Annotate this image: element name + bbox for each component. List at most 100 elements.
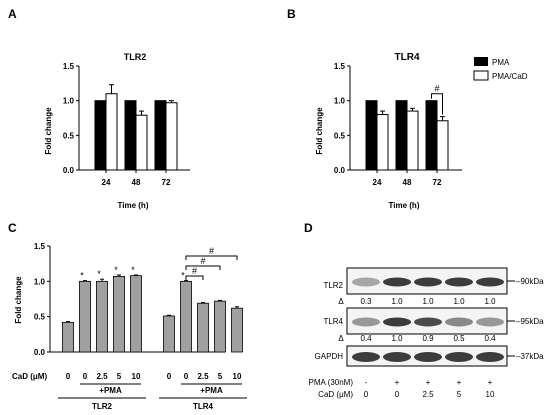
chart-c-pma-label: +PMA (200, 386, 223, 395)
chart-c-x-tick-label: 5 (117, 372, 122, 381)
panel-label-b: B (287, 7, 296, 21)
blot-treatment-value: 5 (457, 390, 462, 399)
blot-treatment-value: 0 (364, 390, 369, 399)
blot-treatment-label: CaD (μM) (318, 390, 353, 399)
chart-c-significance-star: * (80, 271, 84, 281)
chart-b-y-tick-label: 0.0 (334, 166, 346, 175)
blot-treatment-value: 2.5 (422, 390, 434, 399)
chart-b-ylabel: Fold change (315, 107, 324, 155)
blot-treatment-value: + (426, 378, 431, 387)
legend-label-pma-cad: PMA/CaD (492, 72, 528, 81)
blot-band (445, 317, 473, 327)
chart-b-bar-pma-cad (436, 120, 449, 171)
chart-a-y-tick-label: 0.0 (63, 166, 75, 175)
chart-c-significance-star: * (114, 265, 118, 275)
blot-quant-value: 0.5 (453, 334, 465, 343)
chart-a-ylabel: Fold change (44, 107, 53, 155)
blot-band (352, 277, 380, 287)
chart-c-x-tick-label: 0 (83, 372, 88, 381)
chart-c-significance-star: * (181, 271, 185, 281)
chart-a-x-tick-label: 24 (102, 178, 111, 187)
chart-b-x-tick-label: 72 (433, 178, 442, 187)
chart-b-bar-pma (395, 100, 408, 171)
blot-treatment-value: + (488, 378, 493, 387)
chart-c-y-tick-label: 0.5 (34, 313, 46, 322)
chart-b-bar-pma-cad (376, 114, 389, 171)
blot-band (383, 317, 411, 327)
chart-b-bar-pma (365, 100, 378, 171)
chart-b-title: TLR4 (395, 52, 420, 63)
chart-c-significance-mark: # (209, 246, 214, 256)
blot-quant-value: 1.0 (453, 297, 465, 306)
chart-c-significance-mark: # (192, 266, 197, 276)
blot-band (352, 317, 380, 327)
chart-c-y-tick-label: 1.5 (34, 242, 46, 251)
blot-delta-symbol: Δ (338, 297, 344, 306)
blot-band (414, 317, 442, 327)
legend-swatch-pma-cad (473, 70, 489, 81)
blot-band (414, 352, 442, 362)
chart-a-bar-pma-cad (165, 102, 178, 171)
blot-treatment-value: - (365, 378, 368, 387)
chart-c-significance-bracket (185, 275, 204, 280)
chart-c-x-tick-label: 2.5 (96, 372, 108, 381)
chart-c-significance-star: * (131, 265, 135, 275)
blot-treatment-value: 0 (395, 390, 400, 399)
chart-b-y-tick-label: 1.5 (334, 62, 346, 71)
chart-a-xlabel: Time (h) (118, 201, 149, 210)
blot-quant-value: 1.0 (391, 297, 403, 306)
chart-c-x-tick-label: 5 (218, 372, 223, 381)
chart-b-y-tick-label: 1.0 (334, 97, 346, 106)
chart-c-significance-mark: # (200, 256, 205, 266)
blot-label: TLR2 (323, 281, 343, 290)
chart-c-x-tick-label: 0 (66, 372, 71, 381)
chart-c-group-label: TLR4 (193, 402, 214, 411)
blot-band (414, 277, 442, 287)
blot-quant-value: 1.0 (422, 297, 434, 306)
chart-b-y-tick-label: 0.5 (334, 131, 346, 140)
chart-a-bar-pma (124, 100, 137, 171)
blot-label: GAPDH (315, 352, 344, 361)
chart-a-bar-pma-cad (105, 93, 118, 171)
chart-b-bar-pma (425, 100, 438, 171)
blot-quant-value: 1.0 (484, 297, 496, 306)
chart-b-xlabel: Time (h) (389, 201, 420, 210)
chart-c-bar (96, 280, 108, 353)
chart-a-y-tick-label: 1.0 (63, 97, 75, 106)
western-blot: TLR2 –90kDa Δ 0.3 1.0 1.0 1.0 1.0 TLR4 –95kDa Δ 0.4… (309, 267, 544, 399)
chart-a-title: TLR2 (124, 52, 147, 62)
chart-c-bar (130, 275, 142, 353)
chart-c-bar (62, 321, 74, 353)
blot-marker-label: –95kDa (516, 317, 544, 326)
chart-a-y-tick-label: 1.5 (63, 62, 75, 71)
chart-b-significance-bracket (431, 93, 443, 115)
chart-a-bar-pma (154, 100, 167, 171)
chart-a-x-tick-label: 72 (162, 178, 171, 187)
blot-band (352, 352, 380, 362)
chart-a-x-tick-label: 48 (132, 178, 141, 187)
chart-c-bar (163, 315, 175, 353)
chart-c-pma-label: +PMA (99, 386, 122, 395)
blot-treatment-value: + (395, 378, 400, 387)
blot-label: TLR4 (323, 317, 343, 326)
chart-c-y-tick-label: 0.0 (34, 348, 46, 357)
chart-c-y-tick-label: 1.0 (34, 277, 46, 286)
chart-c-group-label: TLR2 (92, 402, 113, 411)
blot-quant-value: 0.9 (422, 334, 434, 343)
chart-c-ylabel: Fold change (14, 276, 23, 324)
chart-c-x-tick-label: 10 (233, 372, 242, 381)
blot-band (383, 277, 411, 287)
chart-c-bar (180, 280, 192, 353)
blot-band (476, 277, 504, 287)
chart-b-bar-pma-cad (406, 110, 419, 171)
chart-b-x-tick-label: 24 (373, 178, 382, 187)
chart-c-significance-bracket (185, 255, 238, 260)
blot-delta-symbol: Δ (338, 334, 344, 343)
chart-a-bar-pma-cad (135, 114, 148, 171)
blot-band (476, 317, 504, 327)
chart-c-significance-bracket (185, 265, 221, 270)
chart-b-significance-mark: # (434, 84, 439, 94)
chart-a-bar-pma (94, 100, 107, 171)
chart-c-x-tick-label: 2.5 (197, 372, 209, 381)
